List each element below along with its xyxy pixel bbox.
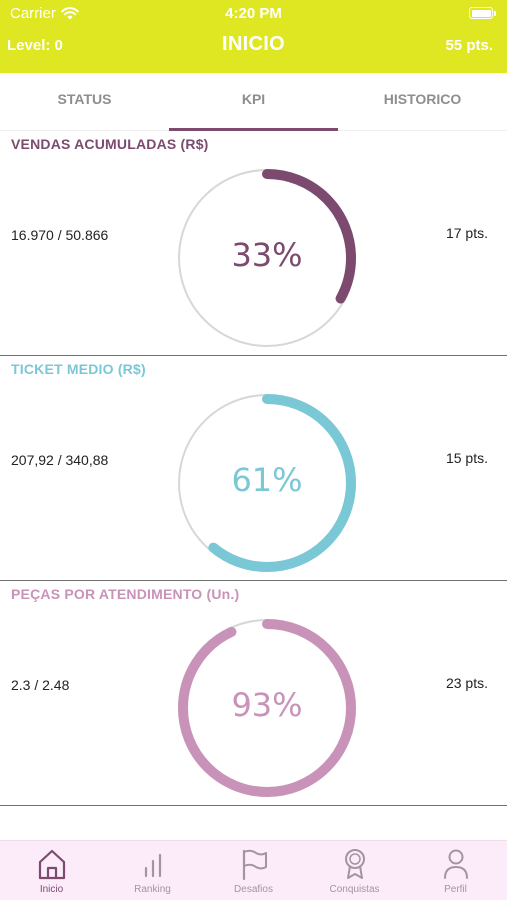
kpi-progress-ring: 93% <box>177 618 357 798</box>
tab-bar-desafios[interactable]: Desafios <box>203 841 304 900</box>
tab-bar-label: Inicio <box>39 884 64 895</box>
tab-historico[interactable]: HISTORICO <box>383 91 462 107</box>
wifi-icon <box>61 7 79 20</box>
carrier-info: Carrier <box>10 5 79 22</box>
page-title: INICIO <box>222 33 285 55</box>
kpi-points: 23 pts. <box>445 675 488 691</box>
tab-bar-label: Conquistas <box>329 884 380 895</box>
top-bar: Carrier 4:20 PM Level: 0 INICIO 55 pts. <box>0 0 507 73</box>
kpi-card-ticket: TICKET MEDIO (R$) 207,92 / 340,88 61% 15… <box>0 356 507 581</box>
kpi-points: 15 pts. <box>445 450 488 466</box>
kpi-progress-value: 16.970 / 50.866 <box>11 227 109 243</box>
tab-kpi[interactable]: KPI <box>241 91 266 107</box>
tab-bar-label: Perfil <box>444 884 467 895</box>
kpi-progress-ring: 61% <box>177 393 357 573</box>
kpi-card-pecas: PEÇAS POR ATENDIMENTO (Un.) 2.3 / 2.48 9… <box>0 581 507 806</box>
status-bar: Carrier 4:20 PM <box>0 0 507 26</box>
kpi-percent: 93% <box>231 686 303 724</box>
kpi-card-vendas: VENDAS ACUMULADAS (R$) 16.970 / 50.866 3… <box>0 131 507 356</box>
level-label: Level: 0 <box>7 37 63 54</box>
tab-status[interactable]: STATUS <box>57 91 112 107</box>
tab-bar-inicio[interactable]: Inicio <box>1 841 102 900</box>
tab-bar-ranking[interactable]: Ranking <box>102 841 203 900</box>
ring-progress-arc <box>178 394 356 572</box>
tab-bar-perfil[interactable]: Perfil <box>405 841 506 900</box>
tab-bar-conquistas[interactable]: Conquistas <box>304 841 405 900</box>
person-icon <box>444 849 468 879</box>
active-tab-indicator <box>169 128 338 131</box>
total-points: 55 pts. <box>445 37 493 54</box>
kpi-points: 17 pts. <box>445 225 488 241</box>
kpi-title: TICKET MEDIO (R$) <box>11 361 146 377</box>
segment-tabs: STATUS KPI HISTORICO <box>0 73 507 131</box>
bar-chart-icon <box>144 853 162 878</box>
battery-icon <box>469 7 496 19</box>
kpi-percent: 33% <box>231 236 303 274</box>
ring-progress-arc <box>178 169 356 347</box>
kpi-progress-ring: 33% <box>177 168 357 348</box>
kpi-progress-value: 207,92 / 340,88 <box>11 452 109 468</box>
carrier-label: Carrier <box>10 5 56 22</box>
clock: 4:20 PM <box>225 5 282 22</box>
flag-icon <box>242 849 267 881</box>
tab-bar-label: Desafios <box>234 884 273 895</box>
tab-bar-label: Ranking <box>134 884 171 895</box>
kpi-title: PEÇAS POR ATENDIMENTO (Un.) <box>11 586 240 602</box>
award-icon <box>345 849 365 879</box>
bottom-tab-bar: Inicio Ranking Desafios Conquistas Perfi… <box>0 840 507 900</box>
header-row: Level: 0 INICIO 55 pts. <box>0 30 507 62</box>
kpi-percent: 61% <box>231 461 303 499</box>
kpi-title: VENDAS ACUMULADAS (R$) <box>11 136 209 152</box>
kpi-progress-value: 2.3 / 2.48 <box>11 677 70 693</box>
home-icon <box>38 849 66 880</box>
ring-progress-arc <box>178 619 356 797</box>
